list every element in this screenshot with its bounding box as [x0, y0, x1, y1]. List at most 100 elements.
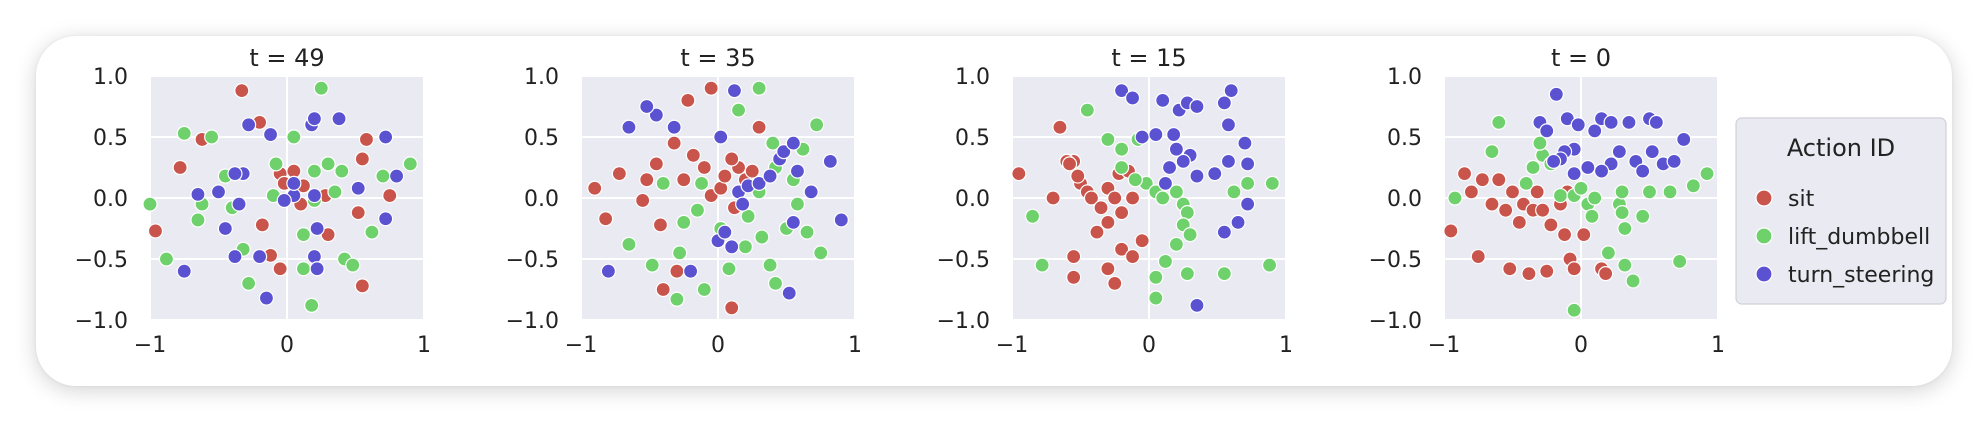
- data-point-lift_dumbbell: [789, 196, 806, 212]
- data-point-turn_steering: [1166, 126, 1182, 143]
- data-point-turn_steering: [262, 126, 279, 143]
- data-point-turn_steering: [781, 285, 797, 301]
- data-point-turn_steering: [1587, 123, 1603, 139]
- data-point-lift_dumbbell: [1518, 175, 1534, 191]
- y-tick-label: 0.5: [93, 126, 128, 151]
- data-point-lift_dumbbell: [1447, 190, 1463, 206]
- data-point-lift_dumbbell: [1584, 208, 1600, 224]
- data-point-sit: [1463, 184, 1480, 200]
- data-point-sit: [358, 131, 375, 148]
- x-tick-label: −1: [1428, 333, 1460, 358]
- data-point-lift_dumbbell: [295, 261, 312, 277]
- y-tick-label: 1.0: [93, 65, 128, 90]
- data-point-lift_dumbbell: [375, 168, 391, 184]
- data-point-turn_steering: [803, 184, 819, 200]
- data-point-turn_steering: [639, 98, 655, 115]
- data-point-turn_steering: [735, 196, 751, 212]
- data-point-turn_steering: [1621, 114, 1637, 130]
- data-point-lift_dumbbell: [676, 214, 692, 230]
- data-point-sit: [1124, 190, 1141, 206]
- data-point-lift_dumbbell: [730, 102, 747, 118]
- data-point-turn_steering: [1603, 114, 1619, 130]
- data-point-sit: [635, 192, 651, 209]
- data-point-turn_steering: [789, 163, 806, 179]
- data-point-turn_steering: [1666, 153, 1682, 170]
- data-point-sit: [1061, 156, 1078, 172]
- data-point-lift_dumbbell: [644, 257, 660, 273]
- data-point-sit: [598, 211, 614, 227]
- data-point-lift_dumbbell: [1587, 190, 1603, 206]
- legend: Action ID sit lift_dumbbell turn_steering: [1735, 117, 1947, 305]
- data-point-lift_dumbbell: [1034, 257, 1050, 273]
- data-point-lift_dumbbell: [1625, 273, 1641, 289]
- data-point-sit: [611, 166, 627, 182]
- data-point-sit: [669, 263, 685, 279]
- panel-title: t = 35: [680, 44, 755, 72]
- data-point-turn_steering: [1161, 159, 1178, 176]
- data-point-turn_steering: [1189, 297, 1205, 313]
- data-point-turn_steering: [785, 214, 801, 230]
- x-tick-label: 0: [1142, 333, 1156, 358]
- data-point-lift_dumbbell: [655, 175, 671, 191]
- panel-title: t = 0: [1551, 44, 1611, 72]
- data-point-lift_dumbbell: [142, 196, 158, 212]
- panel-title: t = 49: [249, 44, 324, 72]
- y-tick-label: 0.0: [93, 187, 128, 212]
- data-point-lift_dumbbell: [765, 135, 781, 151]
- data-point-lift_dumbbell: [1672, 253, 1688, 270]
- data-point-lift_dumbbell: [751, 80, 767, 96]
- y-tick-label: 0.5: [955, 126, 990, 151]
- data-point-turn_steering: [1157, 175, 1174, 191]
- data-point-lift_dumbbell: [1261, 257, 1278, 273]
- data-point-turn_steering: [682, 263, 699, 279]
- data-point-sit: [234, 83, 250, 99]
- data-point-sit: [1470, 248, 1486, 265]
- data-point-turn_steering: [751, 175, 767, 191]
- legend-label-lift_dumbbell: lift_dumbbell: [1788, 225, 1930, 250]
- data-point-sit: [639, 172, 655, 188]
- data-point-sit: [1491, 172, 1507, 188]
- data-point-turn_steering: [648, 107, 664, 123]
- data-point-sit: [1576, 227, 1592, 243]
- data-point-lift_dumbbell: [1168, 236, 1185, 252]
- data-point-turn_steering: [309, 220, 325, 237]
- data-point-turn_steering: [1216, 224, 1232, 240]
- data-point-sit: [1107, 190, 1123, 206]
- data-point-sit: [1134, 233, 1150, 249]
- data-point-lift_dumbbell: [286, 129, 302, 145]
- data-point-turn_steering: [713, 129, 729, 145]
- data-point-lift_dumbbell: [721, 261, 737, 277]
- data-point-sit: [724, 151, 740, 167]
- x-tick-label: 1: [848, 333, 862, 358]
- data-point-turn_steering: [1113, 83, 1130, 99]
- y-tick-label: 1.0: [1387, 65, 1422, 90]
- data-point-sit: [1113, 241, 1130, 257]
- x-tick-label: 1: [1279, 333, 1293, 358]
- data-point-lift_dumbbell: [1662, 184, 1678, 200]
- y-tick-label: −0.5: [75, 248, 128, 273]
- data-point-sit: [1539, 263, 1555, 279]
- data-point-turn_steering: [1644, 144, 1660, 160]
- data-point-sit: [1511, 214, 1527, 230]
- y-tick-label: 0.5: [524, 126, 559, 151]
- data-point-lift_dumbbell: [320, 156, 336, 172]
- data-point-lift_dumbbell: [669, 291, 685, 307]
- y-tick-label: 0.5: [1387, 126, 1422, 151]
- data-point-turn_steering: [286, 175, 302, 191]
- data-point-sit: [1535, 202, 1551, 218]
- data-point-turn_steering: [1611, 144, 1627, 160]
- data-point-sit: [724, 300, 740, 316]
- data-point-sit: [1556, 227, 1573, 243]
- panel-4: t = 0 −1 0 1 1.0 0.5 0.0 −0.5 −1.0: [1369, 44, 1725, 358]
- data-point-turn_steering: [666, 119, 682, 135]
- data-point-turn_steering: [1539, 123, 1555, 139]
- data-point-lift_dumbbell: [295, 227, 312, 243]
- data-point-lift_dumbbell: [754, 229, 770, 245]
- data-point-lift_dumbbell: [767, 275, 784, 291]
- data-point-turn_steering: [1216, 95, 1232, 111]
- scatter-figure: t = 49 −1 0 1 1.0 0.5 0.0 −0.5 −1.0 t = 35 −1 0 1 1.0…: [75, 44, 1947, 358]
- data-point-turn_steering: [227, 166, 243, 182]
- data-point-turn_steering: [1223, 83, 1239, 99]
- data-point-lift_dumbbell: [176, 125, 192, 141]
- y-tick-label: 0.0: [1387, 187, 1422, 212]
